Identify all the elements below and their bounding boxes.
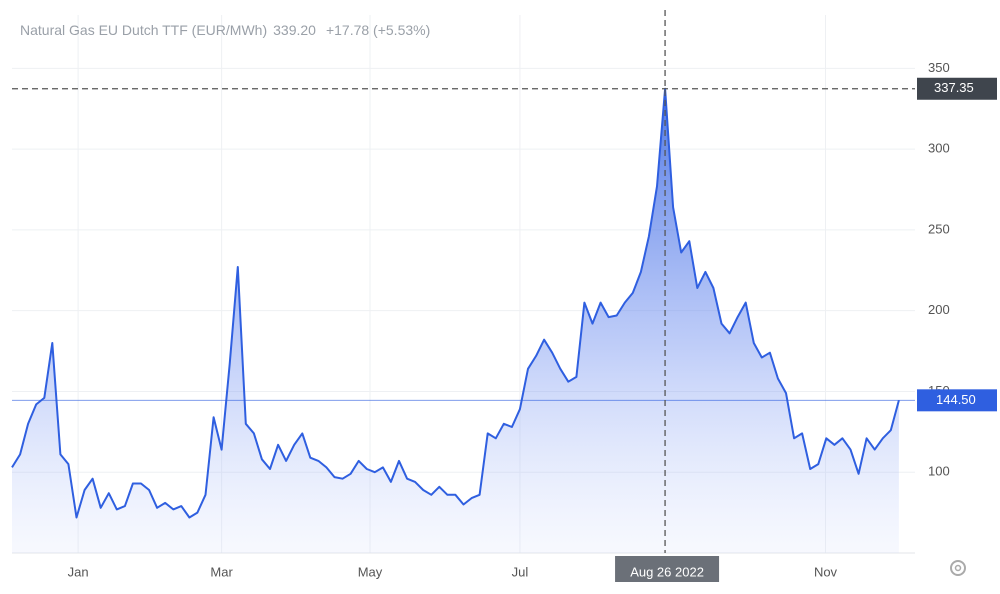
title: Natural Gas EU Dutch TTF (EUR/MWh) <box>20 22 267 38</box>
crosshair-x-box <box>615 556 720 582</box>
chart-title: Natural Gas EU Dutch TTF (EUR/MWh) 339.20… <box>20 22 430 38</box>
plot <box>11 87 900 554</box>
y-tick-label: 350 <box>928 60 950 75</box>
x-tick-label: Nov <box>814 564 838 579</box>
last-price: 339.20 <box>273 22 316 38</box>
x-tick-label: Jul <box>512 564 529 579</box>
x-tick-label: Mar <box>210 564 233 579</box>
price-label: 144.50 <box>936 392 976 407</box>
gear[interactable] <box>950 560 966 576</box>
y-tick-label: 250 <box>928 221 950 236</box>
change: +17.78 (+5.53%) <box>326 22 430 38</box>
gear-hub[interactable] <box>954 564 962 572</box>
y-tick-label: 300 <box>928 141 950 156</box>
crosshair-y-label: 337.35 <box>934 80 974 95</box>
settings-icon[interactable] <box>950 560 966 576</box>
y-tick-label: 200 <box>928 302 950 317</box>
price-label-box <box>917 389 997 412</box>
crosshair-y-box <box>917 77 997 100</box>
y-tick-label: 100 <box>928 464 950 479</box>
crosshair-x-label: Aug 26 2022 <box>630 564 704 579</box>
overlay: 144.50 337.35 Aug 26 2022 <box>12 10 997 582</box>
x-tick-label: May <box>358 564 383 579</box>
x-tick-label: Jan <box>68 564 89 579</box>
line <box>11 87 900 519</box>
area <box>12 88 899 554</box>
